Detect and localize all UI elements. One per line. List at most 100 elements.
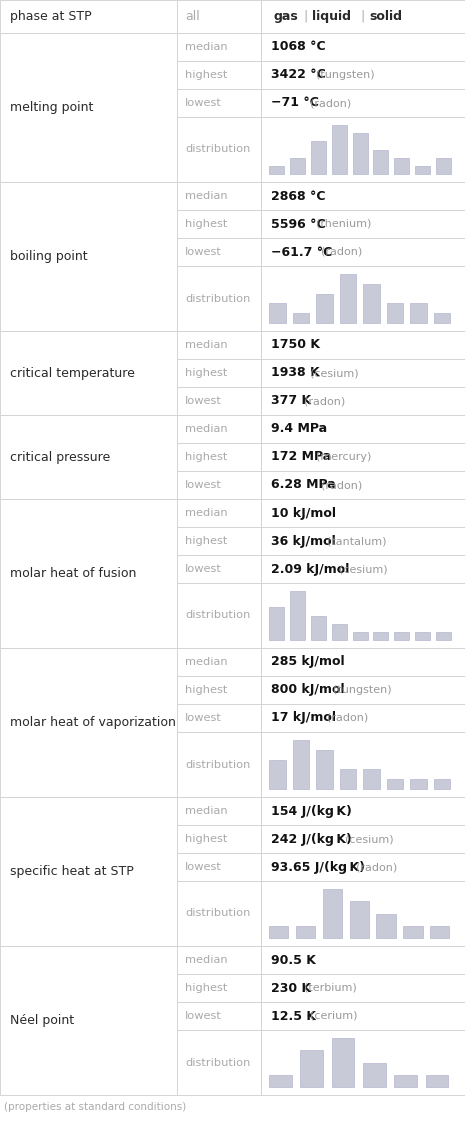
Bar (177, 0, 261, 33)
Bar (261, 1002, 465, 1030)
Bar (363, 284, 380, 323)
Bar (261, 704, 465, 732)
Text: 9.4 MPa: 9.4 MPa (271, 423, 327, 435)
Bar (332, 125, 347, 174)
Bar (311, 615, 326, 640)
Text: (cesium): (cesium) (345, 834, 393, 844)
Text: 90.5 K: 90.5 K (271, 953, 316, 967)
Bar (177, 583, 261, 648)
Bar (269, 926, 288, 939)
Bar (0, 648, 177, 797)
Bar (430, 926, 450, 939)
Text: (radon): (radon) (327, 713, 368, 723)
Bar (177, 527, 261, 555)
Text: (tantalum): (tantalum) (327, 536, 387, 546)
Text: lowest: lowest (185, 1011, 222, 1021)
Bar (394, 1075, 417, 1087)
Text: liquid: liquid (312, 10, 351, 23)
Text: highest: highest (185, 536, 227, 546)
Text: median: median (185, 657, 228, 667)
Bar (350, 901, 369, 939)
Bar (261, 974, 465, 1002)
Text: (terbium): (terbium) (304, 983, 357, 993)
Bar (261, 359, 465, 387)
Text: −71 °C: −71 °C (271, 97, 319, 109)
Bar (292, 313, 309, 323)
Bar (261, 33, 465, 62)
Bar (433, 313, 451, 323)
Bar (177, 797, 261, 825)
Bar (261, 825, 465, 853)
Text: 5596 °C: 5596 °C (271, 218, 325, 230)
Text: highest: highest (185, 834, 227, 844)
Text: 800 kJ/mol: 800 kJ/mol (271, 683, 345, 697)
Bar (177, 443, 261, 472)
Bar (290, 157, 305, 174)
Bar (261, 527, 465, 555)
Text: median: median (185, 508, 228, 518)
Bar (261, 947, 465, 974)
Bar (0, 182, 177, 331)
Text: (mercury): (mercury) (316, 452, 371, 462)
Bar (363, 770, 380, 789)
Bar (394, 157, 409, 174)
Bar (177, 89, 261, 117)
Bar (0, 415, 177, 499)
Bar (177, 267, 261, 331)
Text: molar heat of fusion: molar heat of fusion (10, 567, 136, 580)
Text: 2868 °C: 2868 °C (271, 189, 325, 203)
Bar (261, 267, 465, 331)
Text: 10 kJ/mol: 10 kJ/mol (271, 507, 336, 519)
Bar (373, 149, 388, 174)
Text: 6.28 MPa: 6.28 MPa (271, 478, 336, 492)
Bar (0, 0, 177, 33)
Bar (177, 880, 261, 947)
Bar (292, 740, 309, 789)
Bar (177, 853, 261, 880)
Bar (261, 555, 465, 583)
Text: highest: highest (185, 69, 227, 80)
Bar (261, 331, 465, 359)
Text: |: | (303, 10, 307, 23)
Bar (177, 415, 261, 443)
Bar (177, 387, 261, 415)
Bar (415, 166, 430, 174)
Bar (261, 472, 465, 499)
Bar (339, 770, 356, 789)
Text: median: median (185, 191, 228, 200)
Bar (261, 415, 465, 443)
Text: 230 K: 230 K (271, 982, 311, 994)
Bar (339, 274, 356, 323)
Bar (177, 182, 261, 210)
Bar (290, 591, 305, 640)
Bar (177, 472, 261, 499)
Text: (radon): (radon) (356, 862, 398, 872)
Bar (177, 359, 261, 387)
Text: lowest: lowest (185, 564, 222, 574)
Bar (261, 797, 465, 825)
Bar (177, 238, 261, 267)
Text: distribution: distribution (185, 760, 250, 770)
Text: (cerium): (cerium) (310, 1011, 357, 1021)
Bar (316, 749, 333, 789)
Bar (436, 157, 451, 174)
Text: lowest: lowest (185, 862, 222, 872)
Bar (269, 607, 284, 640)
Text: median: median (185, 424, 228, 434)
Bar (177, 331, 261, 359)
Text: lowest: lowest (185, 98, 222, 108)
Bar (177, 704, 261, 732)
Text: lowest: lowest (185, 247, 222, 257)
Bar (177, 555, 261, 583)
Text: median: median (185, 42, 228, 52)
Text: 17 kJ/mol: 17 kJ/mol (271, 712, 336, 724)
Bar (352, 632, 368, 640)
Text: (cesium): (cesium) (310, 368, 359, 378)
Text: highest: highest (185, 452, 227, 462)
Bar (177, 62, 261, 89)
Bar (177, 648, 261, 677)
Text: (properties at standard conditions): (properties at standard conditions) (4, 1103, 186, 1112)
Text: 242 J/(kg K): 242 J/(kg K) (271, 833, 352, 845)
Text: distribution: distribution (185, 909, 250, 918)
Text: molar heat of vaporization: molar heat of vaporization (10, 716, 176, 729)
